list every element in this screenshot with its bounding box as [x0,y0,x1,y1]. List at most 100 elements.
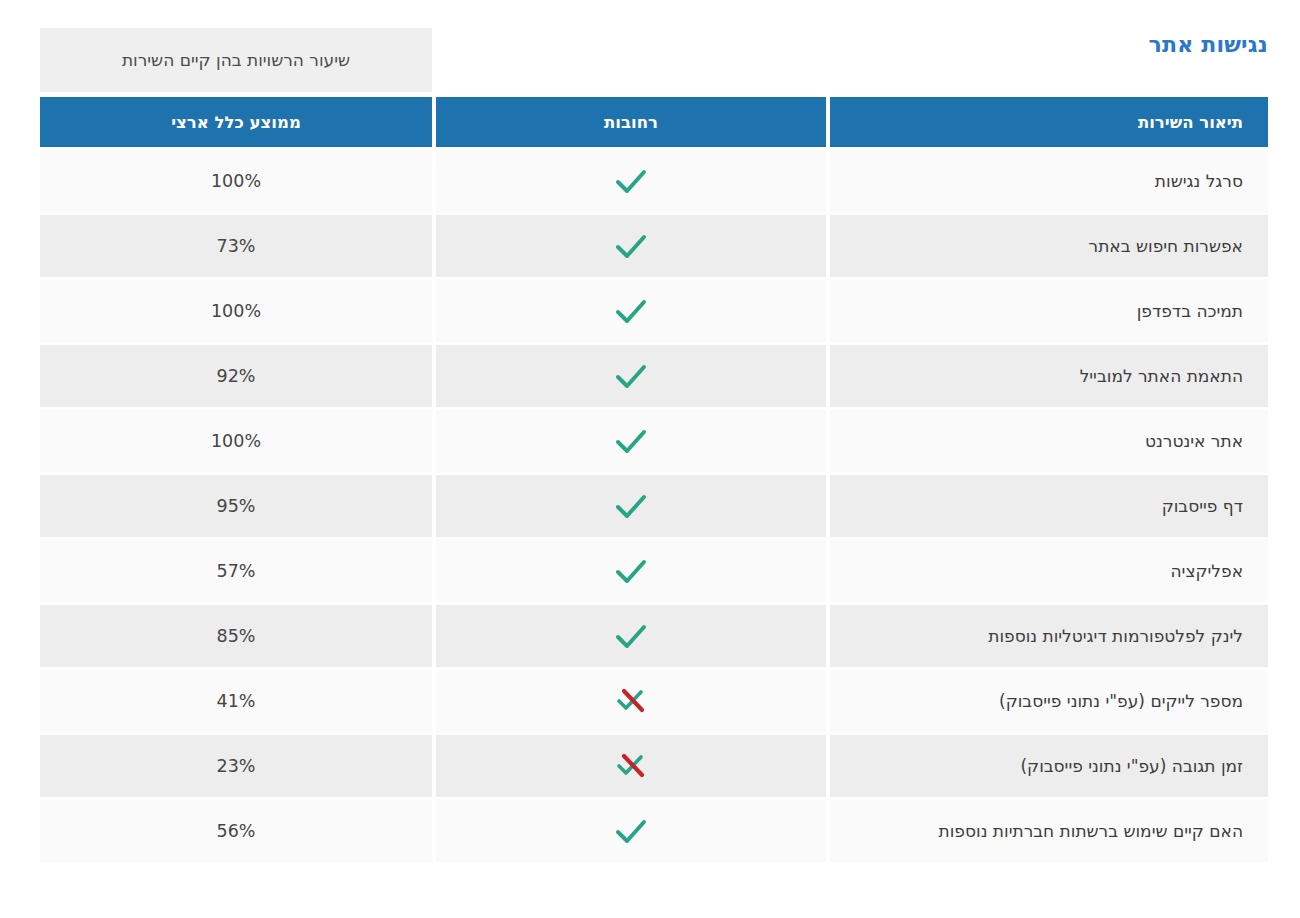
service-label: סרגל נגישות [1155,171,1243,191]
city-status-cell [436,605,826,667]
column-header-national-average: ממוצע כלל ארצי [40,97,432,147]
note-text: שיעור הרשויות בהן קיים השירות [122,50,350,70]
crossed-check-icon [614,686,648,716]
top-row-spacer [436,28,826,92]
service-cell: אפליקציה [830,540,1268,602]
national-average-cell: 57% [40,540,432,602]
status-icon-holder [614,623,648,650]
page-title: נגישות אתר [830,32,1268,57]
status-icon-holder [614,751,648,781]
title-cell: נגישות אתר [830,28,1268,92]
average-value: 85% [217,626,256,646]
average-value: 92% [217,366,256,386]
service-cell: האם קיים שימוש ברשתות חברתיות נוספות [830,800,1268,862]
service-cell: התאמת האתר למובייל [830,345,1268,407]
status-icon-holder [614,233,648,260]
national-average-cell: 100% [40,150,432,212]
average-value: 57% [217,561,256,581]
table-row: אפליקציה 57% [40,540,1268,602]
average-value: 100% [211,301,261,321]
accessibility-section: נגישות אתר שיעור הרשויות בהן קיים השירות… [40,28,1268,862]
service-label: מספר לייקים (עפ"י נתוני פייסבוק) [999,691,1243,711]
city-status-cell [436,800,826,862]
check-icon [614,363,648,390]
status-icon-holder [614,818,648,845]
top-row: נגישות אתר שיעור הרשויות בהן קיים השירות [40,28,1268,92]
national-average-cell: 41% [40,670,432,732]
status-icon-holder [614,686,648,716]
city-status-cell [436,475,826,537]
check-icon [614,623,648,650]
city-status-cell [436,345,826,407]
national-average-cell: 95% [40,475,432,537]
service-label: אפליקציה [1171,561,1244,581]
status-icon-holder [614,493,648,520]
check-icon [614,233,648,260]
status-icon-holder [614,298,648,325]
status-icon-holder [614,428,648,455]
table-body: סרגל נגישות 100% אפשרות חיפוש באתר 73% ת… [40,150,1268,862]
note-box: שיעור הרשויות בהן קיים השירות [40,28,432,92]
service-label: תמיכה בדפדפן [1137,301,1243,321]
service-cell: סרגל נגישות [830,150,1268,212]
service-label: דף פייסבוק [1162,496,1243,516]
check-icon [614,558,648,585]
table-row: התאמת האתר למובייל 92% [40,345,1268,407]
service-label: אתר אינטרנט [1145,431,1243,451]
service-cell: לינק לפלטפורמות דיגיטליות נוספות [830,605,1268,667]
average-value: 41% [217,691,256,711]
national-average-cell: 56% [40,800,432,862]
national-average-cell: 73% [40,215,432,277]
national-average-cell: 85% [40,605,432,667]
city-status-cell [436,150,826,212]
average-value: 100% [211,171,261,191]
table-row: זמן תגובה (עפ"י נתוני פייסבוק) 23% [40,735,1268,797]
check-icon [614,298,648,325]
average-value: 23% [217,756,256,776]
service-label: האם קיים שימוש ברשתות חברתיות נוספות [939,821,1243,841]
service-cell: אפשרות חיפוש באתר [830,215,1268,277]
average-value: 56% [217,821,256,841]
column-header-service: תיאור השירות [830,97,1268,147]
average-value: 100% [211,431,261,451]
city-status-cell [436,670,826,732]
table-row: אפשרות חיפוש באתר 73% [40,215,1268,277]
status-icon-holder [614,168,648,195]
check-icon [614,818,648,845]
status-icon-holder [614,558,648,585]
check-icon [614,428,648,455]
column-header-city: רחובות [436,97,826,147]
city-status-cell [436,735,826,797]
service-label: זמן תגובה (עפ"י נתוני פייסבוק) [1020,756,1243,776]
check-icon [614,168,648,195]
city-status-cell [436,215,826,277]
national-average-cell: 92% [40,345,432,407]
service-cell: מספר לייקים (עפ"י נתוני פייסבוק) [830,670,1268,732]
service-label: התאמת האתר למובייל [1080,366,1243,386]
city-status-cell [436,280,826,342]
table-row: אתר אינטרנט 100% [40,410,1268,472]
table-row: תמיכה בדפדפן 100% [40,280,1268,342]
average-value: 73% [217,236,256,256]
national-average-cell: 100% [40,280,432,342]
check-icon [614,493,648,520]
service-cell: אתר אינטרנט [830,410,1268,472]
average-value: 95% [217,496,256,516]
service-cell: זמן תגובה (עפ"י נתוני פייסבוק) [830,735,1268,797]
city-status-cell [436,540,826,602]
service-cell: דף פייסבוק [830,475,1268,537]
table-row: לינק לפלטפורמות דיגיטליות נוספות 85% [40,605,1268,667]
crossed-check-icon [614,751,648,781]
service-cell: תמיכה בדפדפן [830,280,1268,342]
national-average-cell: 100% [40,410,432,472]
table-row: האם קיים שימוש ברשתות חברתיות נוספות 56% [40,800,1268,862]
service-label: לינק לפלטפורמות דיגיטליות נוספות [988,626,1243,646]
city-status-cell [436,410,826,472]
table-row: סרגל נגישות 100% [40,150,1268,212]
national-average-cell: 23% [40,735,432,797]
table-row: דף פייסבוק 95% [40,475,1268,537]
service-label: אפשרות חיפוש באתר [1089,236,1243,256]
table-header: תיאור השירות רחובות ממוצע כלל ארצי [40,97,1268,147]
table-row: מספר לייקים (עפ"י נתוני פייסבוק) 41% [40,670,1268,732]
status-icon-holder [614,363,648,390]
